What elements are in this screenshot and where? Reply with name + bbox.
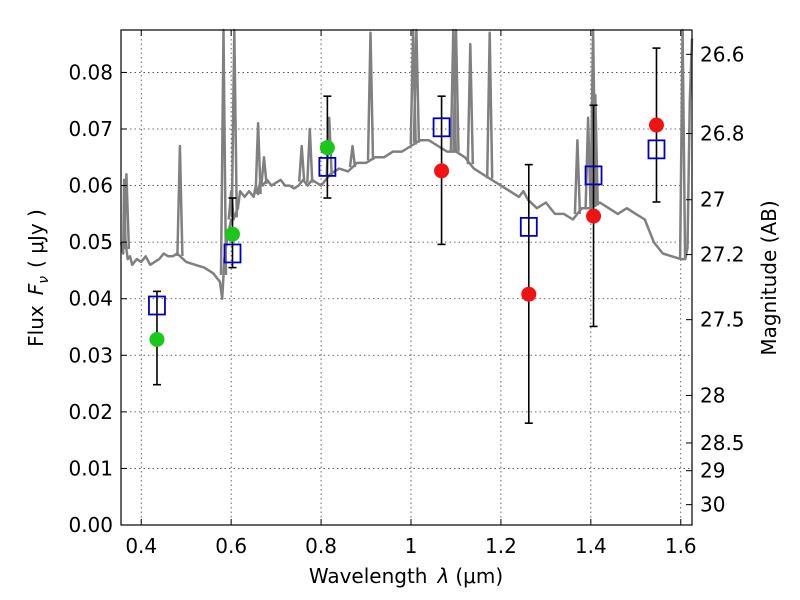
y-tick-label: 0.08 <box>68 60 113 84</box>
spectrum-layer <box>119 28 694 300</box>
y2-tick-label: 28 <box>700 383 725 407</box>
points-layer <box>148 47 666 424</box>
y-axis-label: FluxFν( μJy ) <box>24 209 52 347</box>
grid <box>121 30 692 526</box>
y2-axis: 26.6 26.8 27 27.2 27.5 28 28.5 29 30 <box>686 42 745 517</box>
y2-tick-label: 28.5 <box>700 431 745 455</box>
green-point <box>225 226 241 242</box>
model-photometry-square <box>223 243 242 264</box>
emission-line-spike <box>348 144 357 168</box>
y-axis: 0.00 0.01 0.02 0.03 0.04 0.05 0.06 0.07 0.08 <box>68 60 127 537</box>
y2-tick-label: 27 <box>700 188 725 212</box>
emission-line-spike <box>122 173 131 249</box>
model-photometry-square <box>432 117 451 138</box>
x-tick-label: 0.8 <box>305 534 337 558</box>
emission-line-spike <box>219 28 228 276</box>
green-point <box>149 331 165 347</box>
model-spectrum-line <box>119 38 694 300</box>
x-tick-label: 1.4 <box>575 534 607 558</box>
x-axis: 0.4 0.6 0.8 1 1.2 1.4 1.6 <box>125 30 697 558</box>
y2-tick-label: 27.2 <box>700 243 745 267</box>
x-tick-label: 0.4 <box>125 534 157 558</box>
model-photometry-square <box>519 216 538 237</box>
y-tick-label: 0.02 <box>68 400 113 424</box>
emission-line-spike <box>573 139 582 214</box>
red-point <box>648 117 664 133</box>
model-photometry-square <box>647 139 666 160</box>
plot-frame <box>120 29 693 526</box>
red-point <box>521 286 537 302</box>
y2-tick-label: 30 <box>700 493 725 517</box>
y2-tick-label: 27.5 <box>700 308 745 332</box>
x-tick-label: 0.6 <box>215 534 247 558</box>
red-point <box>586 208 602 224</box>
emission-line-spike <box>230 28 239 218</box>
y-tick-label: 0.03 <box>68 343 113 367</box>
x-tick-label: 1.2 <box>485 534 517 558</box>
emission-line-spike <box>466 42 475 165</box>
emission-line-spike <box>366 31 375 161</box>
y-tick-label: 0.04 <box>68 287 113 311</box>
green-point <box>319 140 335 156</box>
emission-line-spike <box>485 31 494 179</box>
y2-tick-label: 26.8 <box>700 122 745 146</box>
x-axis-label: Wavelength λ (μm) <box>309 564 503 588</box>
emission-line-spike <box>260 156 268 185</box>
red-point <box>434 163 450 179</box>
y-tick-label: 0.07 <box>68 117 113 141</box>
x-tick-label: 1 <box>405 534 418 558</box>
x-tick-label: 1.6 <box>665 534 697 558</box>
y-tick-label: 0.00 <box>68 513 113 537</box>
y2-axis-label: Magnitude (AB) <box>757 200 781 355</box>
emission-line-spike <box>254 122 262 195</box>
emission-line-spike <box>297 144 306 182</box>
emission-line-spike <box>678 28 687 260</box>
model-photometry-square <box>584 165 603 186</box>
emission-line-spike <box>176 144 184 257</box>
y-tick-label: 0.05 <box>68 230 113 254</box>
emission-line-spike <box>306 127 314 183</box>
y-tick-label: 0.06 <box>68 174 113 198</box>
y2-tick-label: 26.6 <box>700 42 745 66</box>
model-photometry-square <box>318 157 337 177</box>
model-photometry-square <box>148 295 166 316</box>
y2-tick-label: 29 <box>700 459 725 483</box>
y-tick-label: 0.01 <box>68 456 113 480</box>
